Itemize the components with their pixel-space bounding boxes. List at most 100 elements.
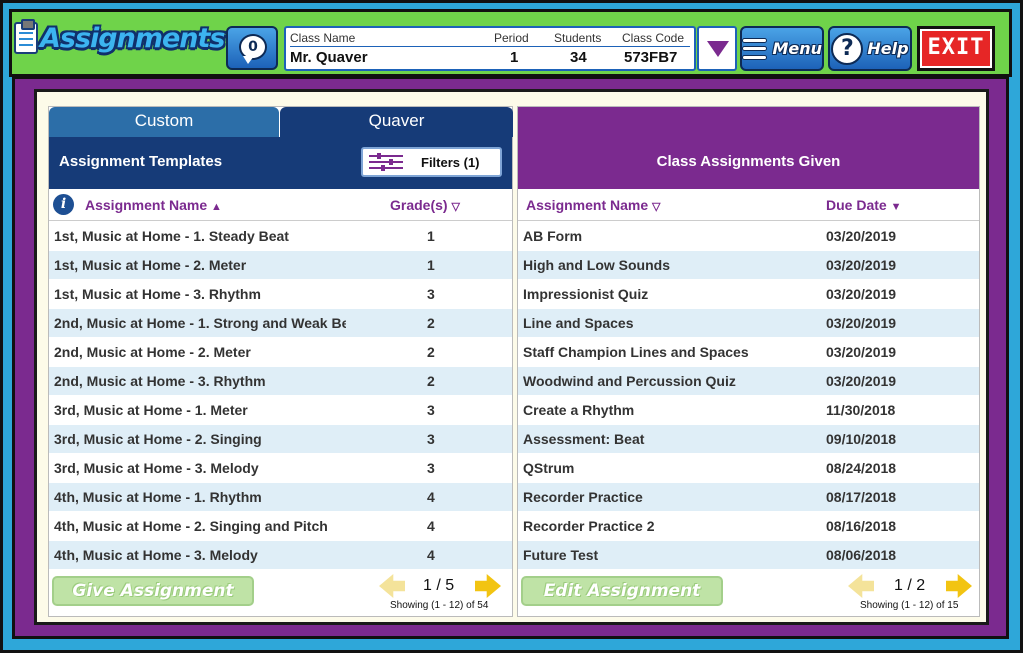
assignment-name-cell: 4th, Music at Home - 1. Rhythm	[54, 489, 262, 505]
sort-assignment-name[interactable]: Assignment Name ▲	[85, 197, 222, 213]
assignment-name-cell: 3rd, Music at Home - 3. Melody	[54, 460, 259, 476]
filters-button[interactable]: Filters (1)	[361, 147, 502, 177]
due-date-cell: 08/24/2018	[826, 460, 897, 476]
question-icon: ?	[831, 32, 864, 65]
templates-showing: Showing (1 - 12) of 54	[390, 600, 489, 611]
table-row[interactable]: Future Test 08/06/2018	[518, 541, 979, 570]
assignment-name-cell: 2nd, Music at Home - 3. Rhythm	[54, 373, 266, 389]
next-page-icon[interactable]	[475, 574, 501, 598]
due-date-cell: 03/20/2019	[826, 228, 897, 244]
info-icon[interactable]: i	[53, 194, 74, 215]
table-row[interactable]: 4th, Music at Home - 2. Singing and Pitc…	[49, 512, 512, 541]
assignment-name-cell: QStrum	[523, 460, 575, 476]
assignment-name-cell: Recorder Practice 2	[523, 518, 655, 534]
table-row[interactable]: 4th, Music at Home - 1. Rhythm 4	[49, 483, 512, 512]
tab-quaver[interactable]: Quaver	[280, 107, 513, 137]
table-row[interactable]: 3rd, Music at Home - 1. Meter 3	[49, 396, 512, 425]
table-row[interactable]: Assessment: Beat 09/10/2018	[518, 425, 979, 454]
given-showing: Showing (1 - 12) of 15	[860, 600, 959, 611]
messages-button[interactable]: 0	[226, 26, 278, 70]
given-page: 1 / 2	[894, 577, 926, 594]
class-name-value: Mr. Quaver	[290, 49, 368, 66]
assignment-name-cell: 1st, Music at Home - 3. Rhythm	[54, 286, 261, 302]
templates-page: 1 / 5	[423, 577, 455, 594]
table-row[interactable]: 1st, Music at Home - 2. Meter 1	[49, 251, 512, 280]
due-date-cell: 03/20/2019	[826, 373, 897, 389]
sort-given-name[interactable]: Assignment Name ▽	[526, 197, 661, 213]
messages-count: 0	[248, 39, 258, 55]
class-dropdown-button[interactable]	[697, 26, 737, 71]
due-date-cell: 03/20/2019	[826, 286, 897, 302]
due-date-cell: 08/16/2018	[826, 518, 897, 534]
assignment-name-cell: 1st, Music at Home - 2. Meter	[54, 257, 247, 273]
give-assignment-button[interactable]: Give Assignment	[52, 576, 254, 606]
table-row[interactable]: Impressionist Quiz 03/20/2019	[518, 280, 979, 309]
assignment-name-cell: High and Low Sounds	[523, 257, 670, 273]
class-code-label: Class Code	[622, 31, 685, 45]
due-date-cell: 09/10/2018	[826, 431, 897, 447]
table-row[interactable]: Line and Spaces 03/20/2019	[518, 309, 979, 338]
table-row[interactable]: 1st, Music at Home - 1. Steady Beat 1	[49, 222, 512, 251]
due-date-cell: 08/06/2018	[826, 547, 897, 563]
help-label: Help	[867, 39, 909, 58]
table-row[interactable]: Staff Champion Lines and Spaces 03/20/201…	[518, 338, 979, 367]
app-logo: Assignments	[14, 19, 225, 56]
templates-header: Assignment Templates Filters (1)	[49, 137, 512, 189]
templates-column-header: i Assignment Name ▲ Grade(s) ▽	[49, 189, 512, 221]
table-row[interactable]: AB Form 03/20/2019	[518, 222, 979, 251]
grade-cell: 4	[427, 489, 435, 505]
assignment-name-cell: Line and Spaces	[523, 315, 634, 331]
menu-button[interactable]: Menu	[740, 26, 824, 71]
app-title: Assignments	[40, 22, 225, 54]
prev-page-icon[interactable]	[848, 574, 874, 598]
grade-cell: 3	[427, 431, 435, 447]
table-row[interactable]: Create a Rhythm 11/30/2018	[518, 396, 979, 425]
table-row[interactable]: Woodwind and Percussion Quiz 03/20/2019	[518, 367, 979, 396]
sliders-icon	[369, 153, 403, 171]
tab-custom[interactable]: Custom	[49, 107, 279, 137]
exit-button[interactable]: EXIT	[917, 26, 995, 71]
sort-due-date[interactable]: Due Date ▼	[826, 197, 902, 213]
templates-title: Assignment Templates	[59, 153, 223, 170]
filters-label: Filters (1)	[421, 154, 480, 170]
prev-page-icon[interactable]	[379, 574, 405, 598]
table-row[interactable]: 2nd, Music at Home - 2. Meter 2	[49, 338, 512, 367]
sort-down-outline-icon: ▽	[652, 201, 661, 213]
sort-down-outline-icon: ▽	[451, 201, 460, 213]
assignment-name-cell: 1st, Music at Home - 1. Steady Beat	[54, 228, 289, 244]
grade-cell: 2	[427, 373, 435, 389]
grade-cell: 2	[427, 344, 435, 360]
table-row[interactable]: 3rd, Music at Home - 2. Singing 3	[49, 425, 512, 454]
edit-assignment-button[interactable]: Edit Assignment	[521, 576, 723, 606]
table-row[interactable]: 2nd, Music at Home - 1. Strong and Weak …	[49, 309, 512, 338]
next-page-icon[interactable]	[946, 574, 972, 598]
assignment-name-cell: AB Form	[523, 228, 583, 244]
assignment-name-cell: Assessment: Beat	[523, 431, 645, 447]
grade-cell: 4	[427, 518, 435, 534]
students-label: Students	[554, 31, 602, 45]
class-code-value: 573FB7	[624, 49, 678, 66]
table-row[interactable]: 4th, Music at Home - 3. Melody 4	[49, 541, 512, 570]
main-panel: Custom Quaver Assignment Templates Filte…	[12, 76, 1009, 639]
hamburger-icon	[742, 37, 768, 60]
help-button[interactable]: ? Help	[828, 26, 912, 71]
sort-grades[interactable]: Grade(s) ▽	[390, 197, 460, 213]
assignment-name-cell: Impressionist Quiz	[523, 286, 649, 302]
table-row[interactable]: 2nd, Music at Home - 3. Rhythm 2	[49, 367, 512, 396]
table-row[interactable]: 1st, Music at Home - 3. Rhythm 3	[49, 280, 512, 309]
table-row[interactable]: QStrum 08/24/2018	[518, 454, 979, 483]
given-list: AB Form 03/20/2019 High and Low Sounds 03/2…	[518, 222, 979, 570]
due-date-cell: 11/30/2018	[826, 402, 896, 418]
assignment-name-cell: 4th, Music at Home - 3. Melody	[54, 547, 258, 563]
due-date-cell: 08/17/2018	[826, 489, 897, 505]
class-info-box[interactable]: Class Name Period Students Class Code Mr…	[284, 26, 696, 71]
table-row[interactable]: Recorder Practice 08/17/2018	[518, 483, 979, 512]
table-row[interactable]: Recorder Practice 2 08/16/2018	[518, 512, 979, 541]
given-header: Class Assignments Given	[518, 107, 979, 189]
given-panel: Class Assignments Given Assignment Name …	[517, 106, 980, 617]
table-row[interactable]: High and Low Sounds 03/20/2019	[518, 251, 979, 280]
table-row[interactable]: 3rd, Music at Home - 3. Melody 3	[49, 454, 512, 483]
grade-cell: 3	[427, 286, 435, 302]
due-date-cell: 03/20/2019	[826, 315, 897, 331]
assignment-name-cell: Future Test	[523, 547, 599, 563]
